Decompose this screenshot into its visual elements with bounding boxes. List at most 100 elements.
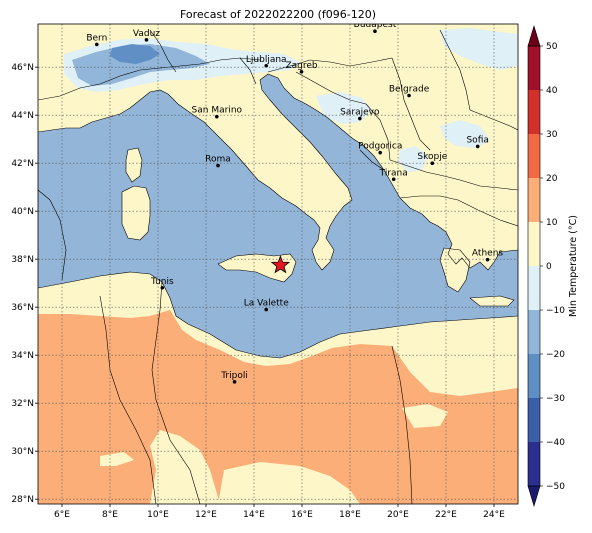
colorbar-bin: [528, 266, 540, 310]
city-dot: [299, 69, 304, 74]
city-label: Tirana: [379, 168, 408, 178]
colorbar-tick-label: 20: [546, 174, 558, 184]
colorbar-tick-label: 50: [546, 42, 558, 52]
colorbar: 50 40 30 20 10 0 −10 −20 −30 −40 −50: [527, 24, 565, 508]
city-label: Sofia: [466, 135, 488, 145]
city-dot: [95, 42, 99, 47]
colorbar-bin: [528, 442, 540, 486]
city-label: Podgorica: [358, 142, 402, 152]
lon-tick-label: 6°E: [54, 510, 70, 520]
city-label: San Marino: [192, 106, 243, 116]
land-europe: [38, 24, 518, 270]
map-gridlines: [38, 24, 518, 504]
lat-tick-label: 46°N: [11, 63, 34, 73]
colorbar-tick-label: 10: [546, 218, 558, 228]
cold-region-east: [440, 120, 490, 148]
lat-tick-label: 34°N: [11, 351, 34, 361]
colorbar-bin: [528, 222, 540, 266]
lat-tick-label: 38°N: [11, 255, 34, 265]
lon-tick-label: 22°E: [435, 510, 457, 520]
lon-tick-label: 14°E: [243, 510, 265, 520]
coldest-region-alps: [110, 44, 160, 64]
lat-tick-label: 40°N: [11, 207, 34, 217]
colorbar-bin: [528, 398, 540, 442]
country-borders: [38, 29, 518, 504]
city-dot: [358, 116, 362, 121]
colorbar-under-arrow: [527, 485, 541, 508]
colder-region-alps: [72, 44, 210, 86]
lat-tick-label: 32°N: [11, 399, 34, 409]
colorbar-over-arrow: [527, 24, 541, 47]
colorbar-tick-label: 30: [546, 130, 558, 140]
cold-region-greece: [398, 146, 428, 172]
city-dot: [378, 150, 383, 155]
colorbar-bin: [528, 134, 540, 178]
lon-tick-label: 8°E: [102, 510, 118, 520]
lon-tick-label: 24°E: [483, 510, 505, 520]
mild-patch-libya: [402, 404, 448, 428]
map-axes: 6°E 8°E 10°E 12°E 14°E 16°E 18°E 20°E 22°E 24°E 28…: [11, 63, 505, 520]
colorbar-tick-label: −30: [546, 394, 565, 404]
city-label: Ljubljana: [246, 55, 287, 65]
lat-tick-label: 28°N: [11, 495, 34, 505]
lat-tick-label: 42°N: [11, 159, 34, 169]
city-dot: [232, 380, 237, 384]
mild-patch-south-central: [178, 480, 210, 504]
city-label: Tunis: [150, 277, 174, 287]
city-dot: [144, 38, 149, 42]
colorbar-tick-label: 0: [546, 262, 552, 272]
colorbar-label: Min Temperature (°C): [568, 215, 579, 317]
lon-tick-label: 10°E: [147, 510, 169, 520]
mild-patch-southwest: [100, 452, 134, 466]
city-label: Zagreb: [285, 61, 317, 71]
city-label: Budapest: [354, 20, 397, 30]
cold-region-north: [440, 28, 518, 70]
land-crete: [470, 296, 514, 306]
lon-tick-label: 16°E: [291, 510, 313, 520]
city-dot: [430, 161, 435, 165]
city-dot: [485, 257, 490, 262]
colorbar-tick-label: −50: [546, 482, 565, 492]
city-label: Vaduz: [133, 29, 160, 39]
map-frame: [37, 23, 519, 505]
city-dot: [391, 177, 396, 182]
city-label: Athens: [472, 249, 503, 259]
lat-tick-label: 30°N: [11, 447, 34, 457]
event-marker: [270, 255, 291, 274]
figure-title: Forecast of 2022022200 (f096-120): [180, 8, 376, 21]
city-dot: [216, 163, 220, 168]
city-label: Skopje: [417, 152, 447, 162]
colorbar-bin: [528, 310, 540, 354]
colorbar-tick-label: −40: [546, 438, 565, 448]
city-label: Roma: [205, 155, 231, 165]
city-dot: [373, 29, 377, 33]
colorbar-bin: [528, 46, 540, 90]
cold-region-balkans: [316, 92, 372, 124]
lon-tick-label: 20°E: [387, 510, 409, 520]
colorbar-bin: [528, 178, 540, 222]
colorbar-tick-label: −20: [546, 350, 565, 360]
city-dot: [264, 307, 269, 312]
star-marker: [270, 255, 291, 274]
city-dot: [407, 93, 411, 98]
city-dot: [160, 285, 165, 290]
city-label: Belgrade: [389, 85, 430, 95]
city-label: Bern: [86, 33, 107, 43]
colorbar-tick-label: −10: [546, 306, 565, 316]
city-dot: [215, 114, 219, 119]
city-label: Tripoli: [220, 371, 248, 381]
city-dot: [475, 144, 480, 149]
colorbar-bin: [528, 354, 540, 398]
land-corsica: [126, 148, 142, 182]
mild-patch-south: [218, 462, 360, 504]
lat-tick-label: 36°N: [11, 303, 34, 313]
colorbar-tick-label: 40: [546, 86, 558, 96]
city-label: La Valette: [244, 299, 289, 309]
city-dot: [264, 63, 269, 68]
colorbar-bin: [528, 90, 540, 134]
land-sardinia: [122, 186, 150, 240]
